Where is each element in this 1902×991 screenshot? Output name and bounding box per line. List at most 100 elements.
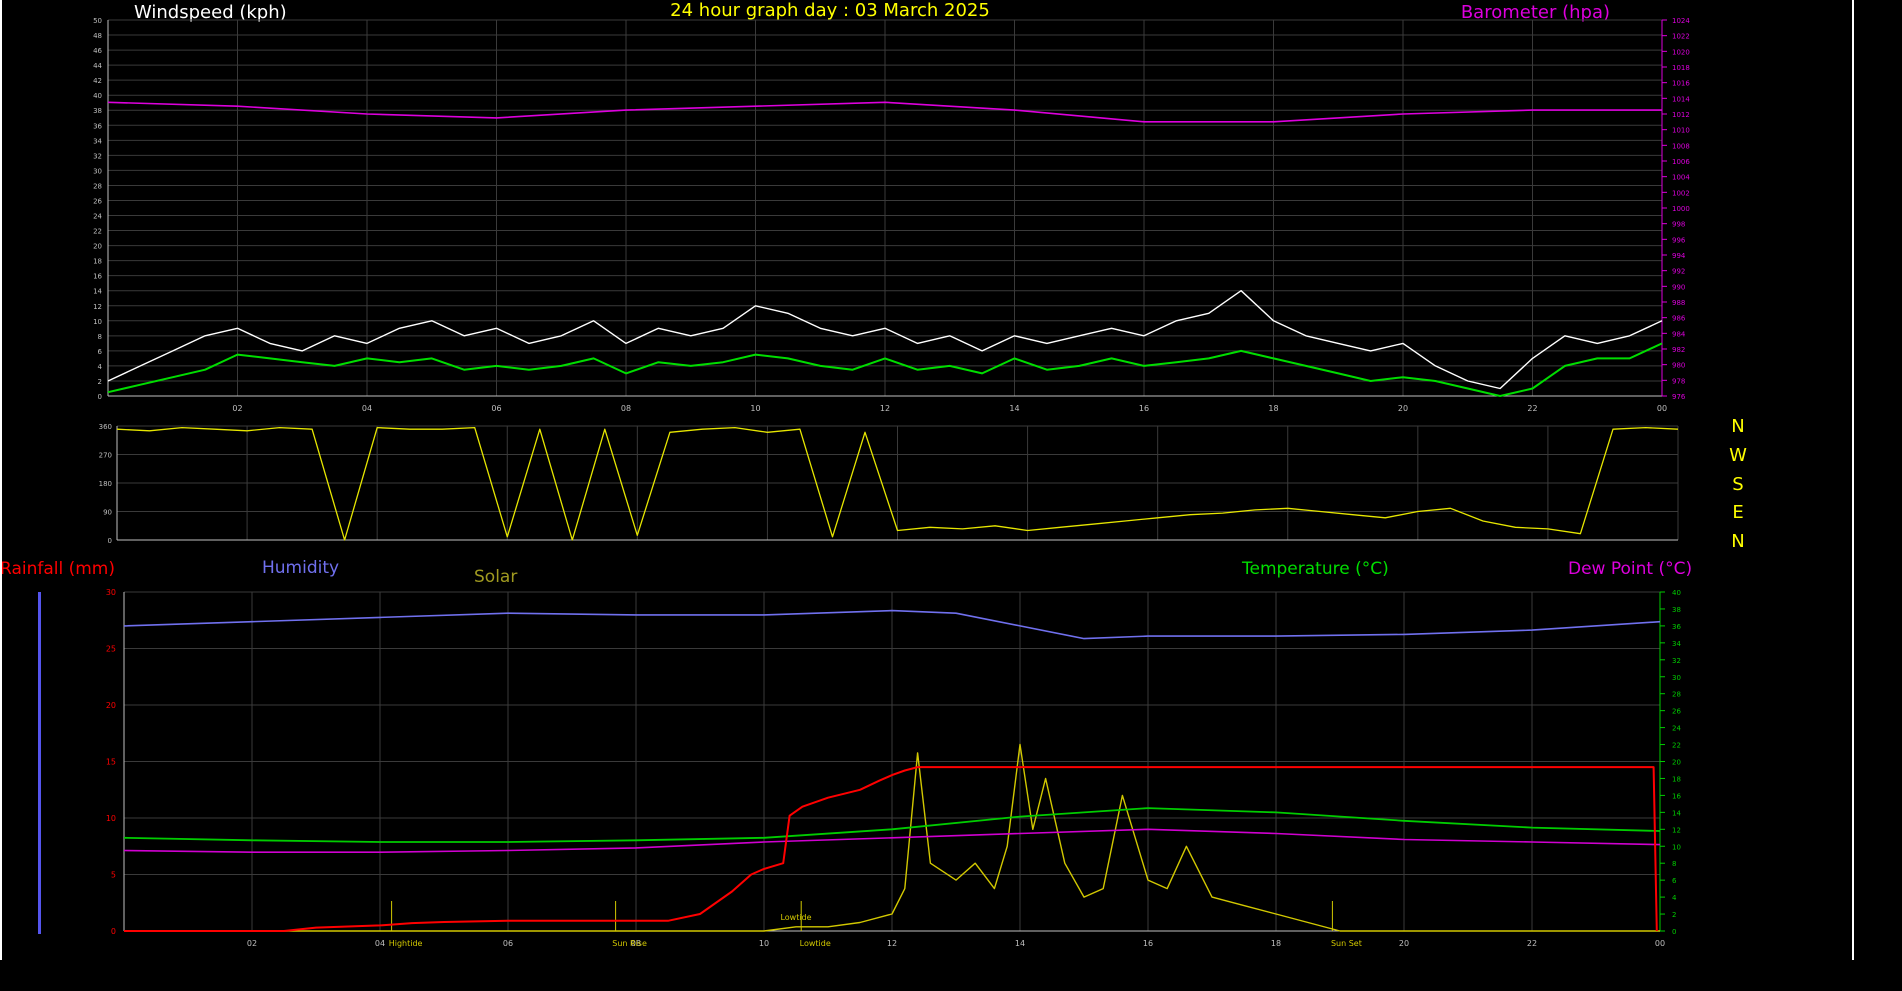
temperature-title: Temperature (°C) xyxy=(1241,559,1389,579)
x-tick-label: 18 xyxy=(1268,404,1278,413)
y2-tick-label: 20 xyxy=(1672,759,1681,767)
y-tick-label: 10 xyxy=(93,318,102,326)
chart-title: 24 hour graph day : 03 March 2025 xyxy=(670,0,990,21)
y-tick-label: 46 xyxy=(93,47,102,55)
y2-tick-label: 988 xyxy=(1672,299,1685,307)
y-tick-label: 32 xyxy=(93,152,102,160)
humidity-line xyxy=(123,609,1661,640)
y-tick-label: 50 xyxy=(93,17,102,25)
y-tick-label: 28 xyxy=(93,182,102,190)
y2-tick-label: 1008 xyxy=(1672,142,1690,150)
y2-tick-label: 1014 xyxy=(1672,95,1690,103)
y-tick-label: 270 xyxy=(99,452,112,460)
y-tick-label: 20 xyxy=(106,701,116,710)
y-tick-label: 34 xyxy=(93,137,102,145)
temperature-line xyxy=(123,807,1661,843)
x-tick-label: 00 xyxy=(1655,939,1665,948)
x-tick-label: 00 xyxy=(1657,404,1667,413)
y2-tick-label: 996 xyxy=(1672,236,1686,244)
y-tick-label: 15 xyxy=(106,758,116,767)
y-tick-label: 48 xyxy=(93,32,102,40)
humidity-title: Humidity xyxy=(262,558,339,578)
x-tick-label: 02 xyxy=(232,404,242,413)
y-tick-label: 0 xyxy=(111,927,116,936)
y2-tick-label: 1006 xyxy=(1672,158,1690,166)
y-tick-label: 18 xyxy=(93,258,102,266)
y-tick-label: 38 xyxy=(93,107,102,115)
y2-tick-label: 1016 xyxy=(1672,80,1690,88)
barometer-title: Barometer (hpa) xyxy=(1461,2,1610,23)
windspeed-barometer-panel: 0246810121416182022242628303234363840424… xyxy=(93,17,1690,413)
annotation-label: Lowtide xyxy=(780,913,811,922)
y-tick-label: 12 xyxy=(93,303,102,311)
y2-tick-label: 30 xyxy=(1672,674,1681,682)
y2-tick-label: 36 xyxy=(1672,623,1681,631)
dewpoint-title: Dew Point (°C) xyxy=(1568,559,1692,579)
y-tick-label: 2 xyxy=(98,378,102,386)
y2-tick-label: 26 xyxy=(1672,708,1681,716)
y2-tick-label: 34 xyxy=(1672,640,1681,648)
y-tick-label: 4 xyxy=(98,363,103,371)
x-tick-label: 04 xyxy=(362,404,372,413)
direction-legend: N W S E N xyxy=(1729,416,1747,552)
y2-tick-label: 984 xyxy=(1672,330,1686,338)
y2-tick-label: 980 xyxy=(1672,362,1685,370)
y2-tick-label: 22 xyxy=(1672,742,1681,750)
x-tick-label: 10 xyxy=(750,404,760,413)
y2-tick-label: 32 xyxy=(1672,657,1681,665)
y2-tick-label: 28 xyxy=(1672,691,1681,699)
x-tick-label: 20 xyxy=(1399,939,1409,948)
x-tick-label: 16 xyxy=(1139,404,1149,413)
left-frame-line xyxy=(0,0,2,960)
y2-tick-label: 992 xyxy=(1672,268,1685,276)
x-tick-label: 12 xyxy=(880,404,890,413)
y2-tick-label: 994 xyxy=(1672,252,1686,260)
dewpoint-line xyxy=(123,828,1661,854)
y2-tick-label: 40 xyxy=(1672,589,1681,597)
y2-tick-label: 1024 xyxy=(1672,17,1690,25)
windspeed-line xyxy=(107,290,1663,390)
solar-title: Solar xyxy=(474,567,517,587)
x-tick-label: 06 xyxy=(491,404,501,413)
direction-label: E xyxy=(1732,502,1743,523)
y2-tick-label: 4 xyxy=(1672,894,1677,902)
rainfall-title: Rainfall (mm) xyxy=(0,559,115,579)
annotation-label: Sun Set xyxy=(1331,939,1362,948)
y2-tick-label: 6 xyxy=(1672,877,1677,885)
y-tick-label: 24 xyxy=(93,213,102,221)
x-tick-label: 08 xyxy=(621,404,631,413)
y-tick-label: 40 xyxy=(93,92,102,100)
y-tick-label: 0 xyxy=(108,537,112,545)
y2-tick-label: 24 xyxy=(1672,725,1681,733)
y2-tick-label: 2 xyxy=(1672,911,1676,919)
y2-tick-label: 12 xyxy=(1672,826,1681,834)
y-tick-label: 30 xyxy=(93,167,102,175)
y-tick-label: 8 xyxy=(98,333,102,341)
y2-tick-label: 8 xyxy=(1672,860,1676,868)
y-tick-label: 42 xyxy=(93,77,102,85)
y2-tick-label: 1004 xyxy=(1672,174,1690,182)
y-tick-label: 36 xyxy=(93,122,102,130)
right-frame-line xyxy=(1852,0,1854,960)
y2-tick-label: 16 xyxy=(1672,792,1681,800)
y2-tick-label: 976 xyxy=(1672,393,1686,401)
y-tick-label: 22 xyxy=(93,228,102,236)
y2-tick-label: 1002 xyxy=(1672,189,1690,197)
y2-tick-label: 998 xyxy=(1672,221,1685,229)
windspeed-title: Windspeed (kph) xyxy=(134,2,287,23)
x-tick-label: 22 xyxy=(1527,404,1537,413)
y2-tick-label: 10 xyxy=(1672,843,1681,851)
x-tick-label: 14 xyxy=(1015,939,1025,948)
y-tick-label: 0 xyxy=(98,393,102,401)
y-tick-label: 5 xyxy=(111,871,116,880)
y2-tick-label: 1000 xyxy=(1672,205,1690,213)
x-tick-label: 06 xyxy=(503,939,513,948)
y2-tick-label: 14 xyxy=(1672,809,1681,817)
x-tick-label: 18 xyxy=(1271,939,1281,948)
solar-line xyxy=(124,743,1660,932)
direction-label: S xyxy=(1732,474,1743,495)
y-tick-label: 10 xyxy=(106,814,116,823)
y-tick-label: 90 xyxy=(103,509,112,517)
